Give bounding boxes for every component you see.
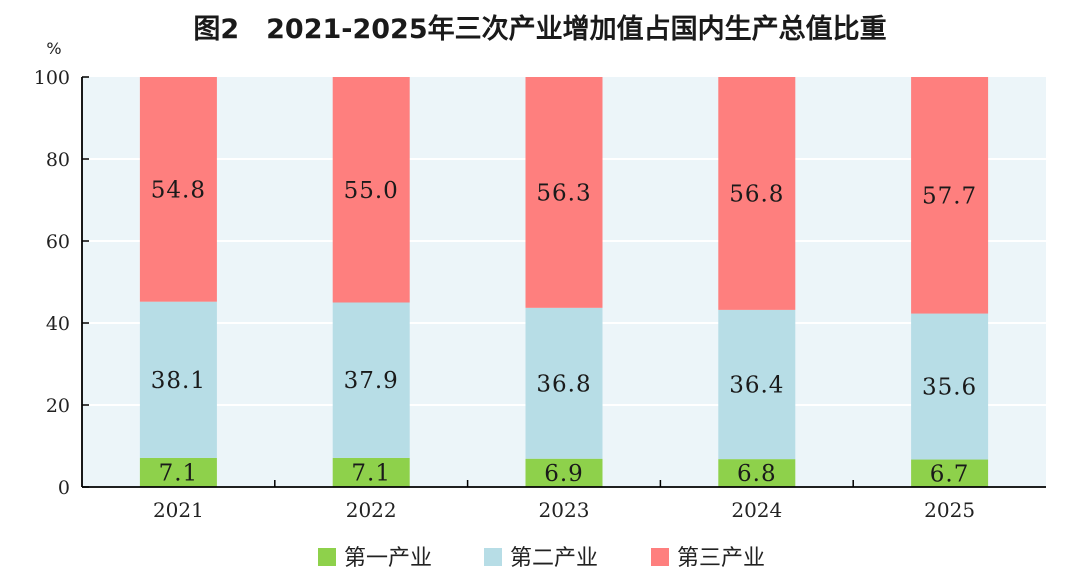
data-label: 6.9 xyxy=(544,461,584,487)
data-label: 56.3 xyxy=(536,180,591,206)
x-tick-label: 2025 xyxy=(924,498,975,522)
x-tick-label: 2021 xyxy=(153,498,204,522)
legend-swatch-1 xyxy=(484,548,502,566)
data-label: 7.1 xyxy=(351,460,391,486)
data-labels-group: 7.1 38.1 54.8 7.1 37.9 55.0 6.9 36.8 56.3 6.8 36.4… xyxy=(151,177,977,487)
data-label: 36.8 xyxy=(536,371,591,397)
bar-segment-2021-2 xyxy=(139,77,217,302)
legend-label: 第一产业 xyxy=(344,546,432,571)
bar-segment-2025-2 xyxy=(911,77,989,314)
y-tick-label: 100 xyxy=(34,67,70,89)
data-label: 37.9 xyxy=(344,368,399,394)
data-label: 56.8 xyxy=(729,181,784,207)
chart-title: 图2 2021-2025年三次产业增加值占国内生产总值比重 xyxy=(193,13,886,45)
data-label: 6.8 xyxy=(737,461,777,487)
y-tick-label: 40 xyxy=(46,313,70,335)
bar-segment-2024-0 xyxy=(718,459,796,487)
bar-segment-2022-2 xyxy=(332,77,410,303)
bar-segment-2024-2 xyxy=(718,77,796,310)
data-label: 57.7 xyxy=(922,183,977,209)
bar-segment-2021-0 xyxy=(139,457,217,487)
bar-segment-2021-1 xyxy=(139,301,217,458)
data-label: 35.6 xyxy=(922,375,977,401)
data-label: 6.7 xyxy=(930,461,970,487)
data-label: 36.4 xyxy=(729,373,784,399)
data-label: 54.8 xyxy=(151,177,206,203)
bar-segment-2023-2 xyxy=(525,77,603,308)
legend-label: 第三产业 xyxy=(677,546,765,571)
y-axis-unit: % xyxy=(46,39,61,58)
y-tick-label: 60 xyxy=(46,231,70,253)
y-tick-labels: 0 20 40 60 80 100 xyxy=(34,67,70,499)
y-tick-label: 0 xyxy=(58,477,70,499)
bar-segment-2022-0 xyxy=(332,457,410,487)
bar-segment-2025-1 xyxy=(911,313,989,460)
x-tick-label: 2023 xyxy=(539,498,590,522)
bar-segment-2025-0 xyxy=(911,459,989,487)
legend: 第一产业 第二产业 第三产业 xyxy=(318,546,765,571)
data-label: 55.0 xyxy=(344,178,399,204)
bar-segment-2022-1 xyxy=(332,302,410,458)
legend-swatch-2 xyxy=(651,548,669,566)
axes-group xyxy=(81,76,1046,488)
data-label: 38.1 xyxy=(151,368,206,394)
bar-segment-2023-0 xyxy=(525,458,603,487)
bar-segment-2024-1 xyxy=(718,309,796,460)
legend-swatch-0 xyxy=(318,548,336,566)
legend-label: 第二产业 xyxy=(510,546,598,571)
x-tick-labels: 2021 2022 2023 2024 2025 xyxy=(153,498,975,522)
bars-group xyxy=(139,77,989,487)
bar-segment-2023-1 xyxy=(525,307,603,459)
y-tick-label: 20 xyxy=(46,395,70,417)
data-label: 7.1 xyxy=(159,460,199,486)
y-tick-label: 80 xyxy=(46,149,70,171)
x-tick-label: 2024 xyxy=(731,498,782,522)
x-tick-label: 2022 xyxy=(346,498,397,522)
